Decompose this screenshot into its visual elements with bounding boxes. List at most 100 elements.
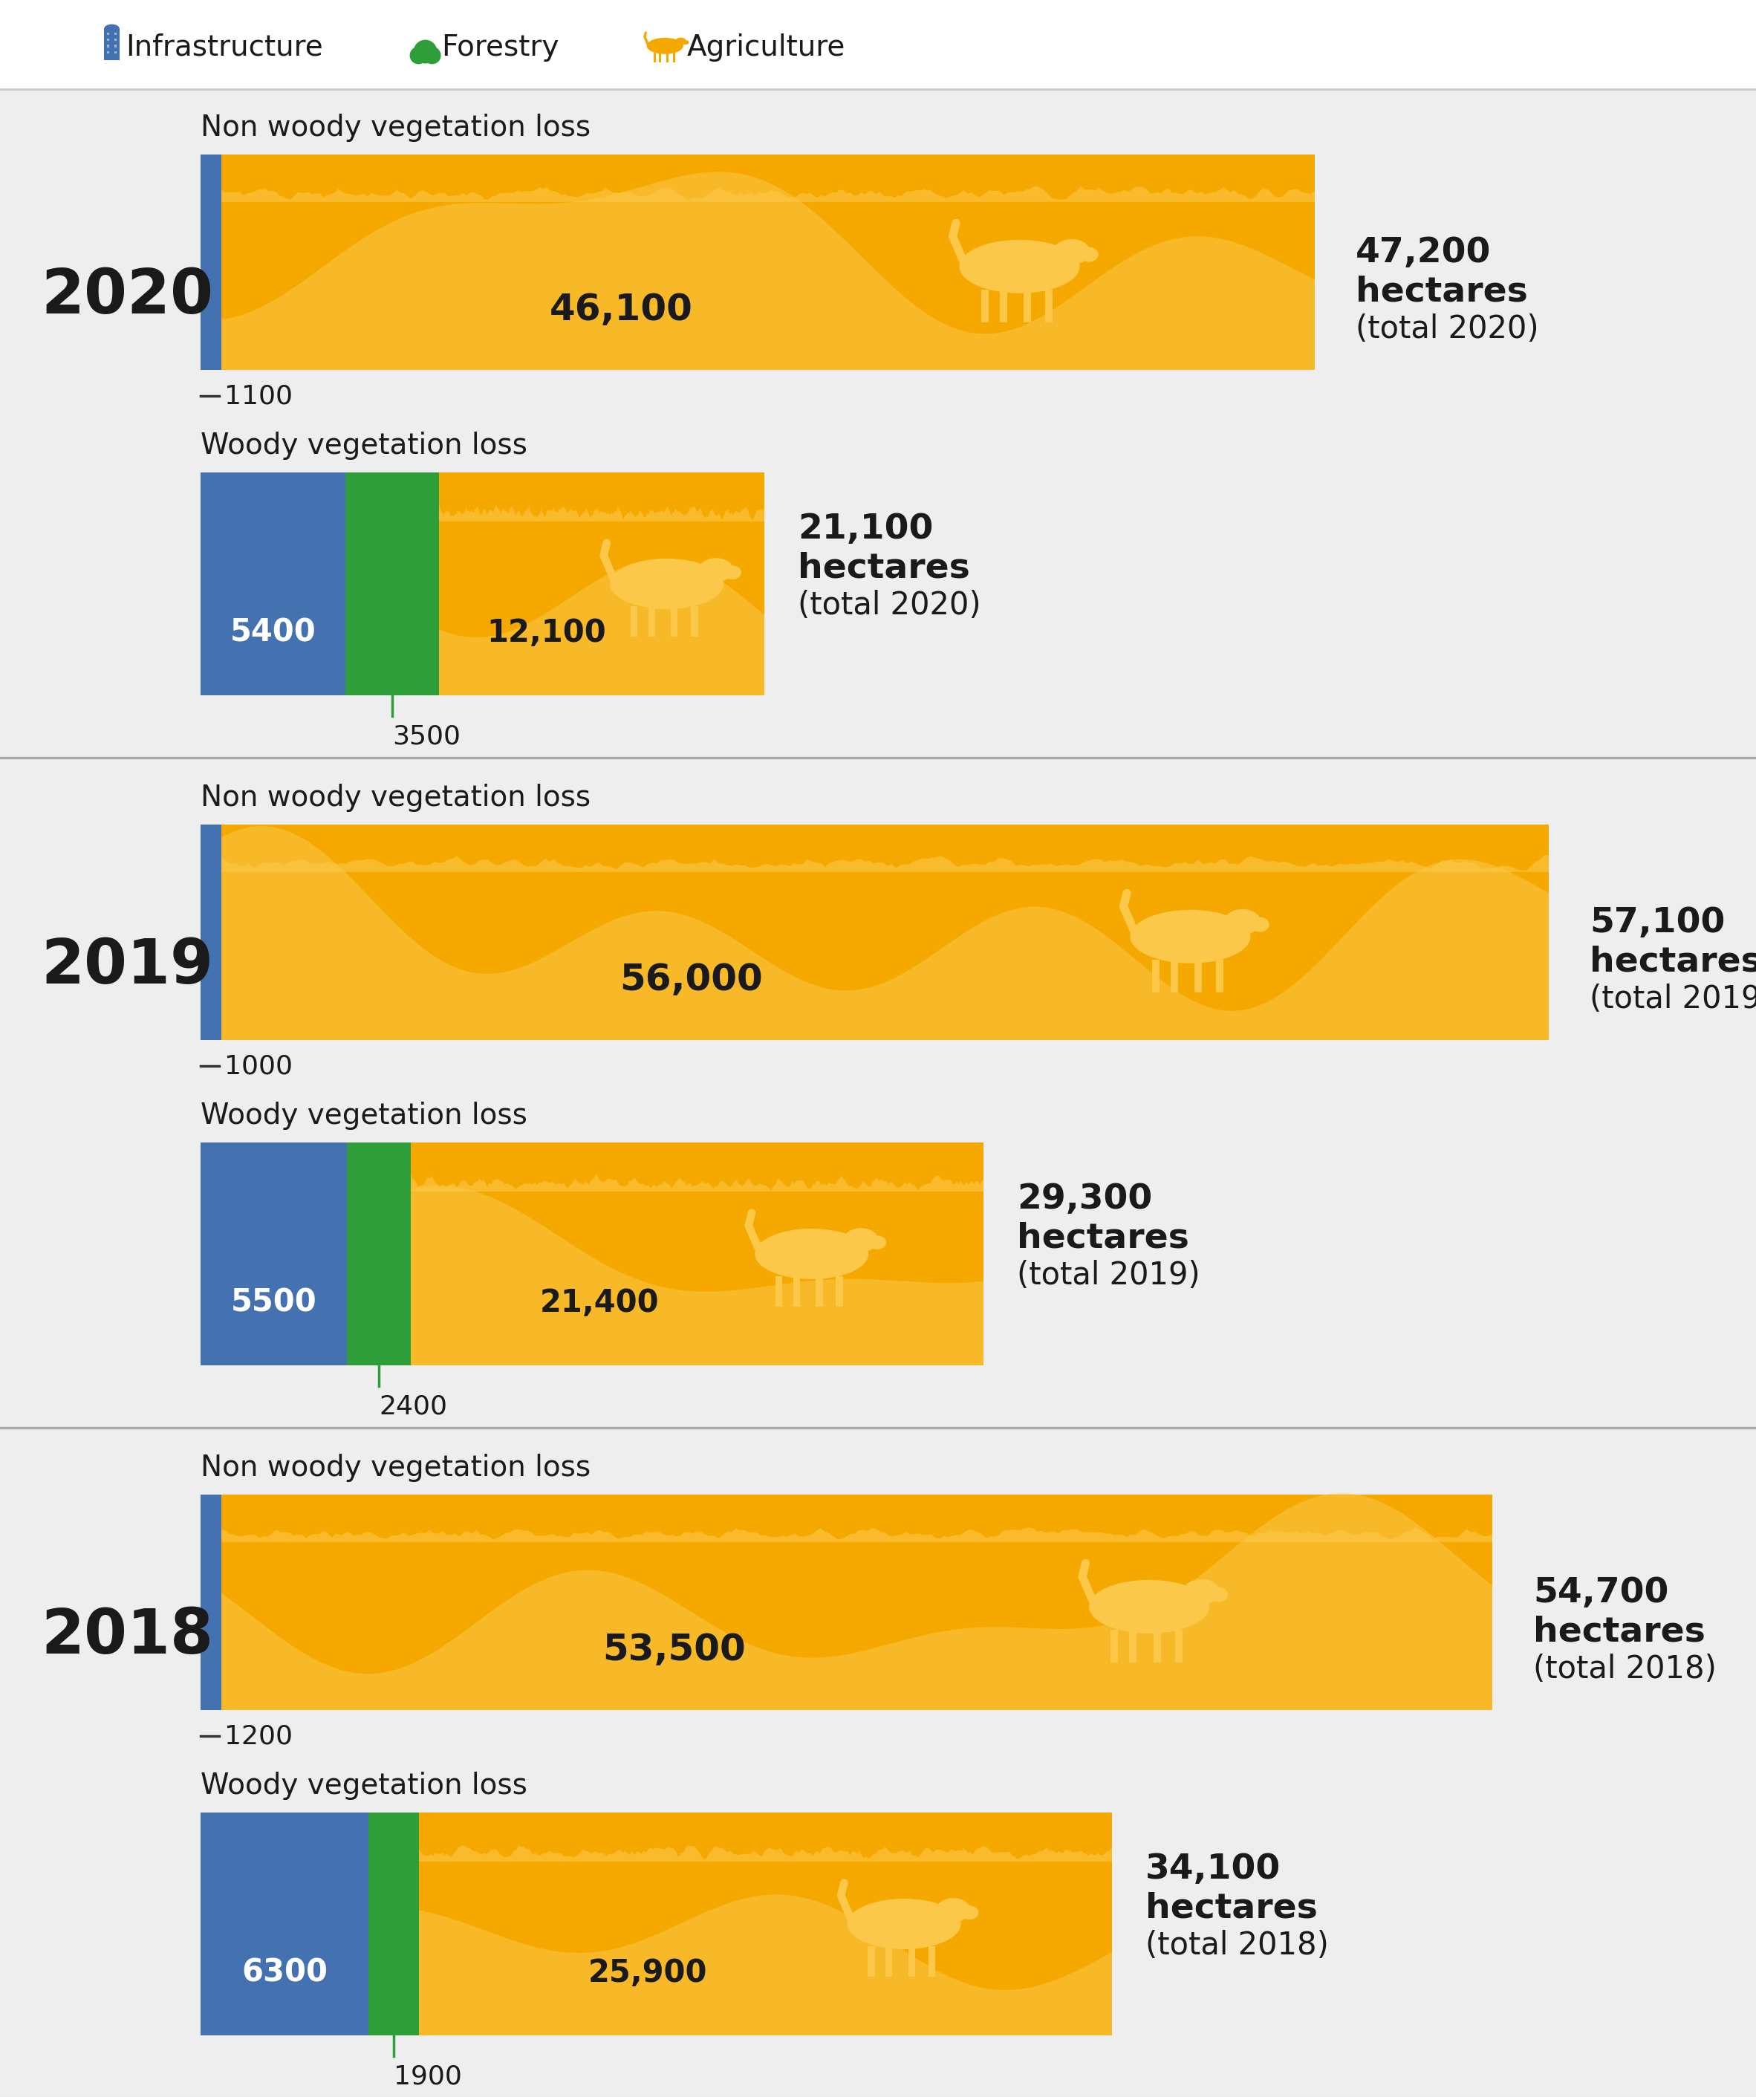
Text: (total 2019): (total 2019) (1589, 983, 1756, 1014)
Bar (1194, 960, 1203, 991)
Bar (114, 50, 118, 52)
Polygon shape (420, 1894, 1112, 2035)
Bar (200, 825, 221, 1039)
Text: 34,100: 34,100 (1145, 1852, 1280, 1886)
Ellipse shape (1054, 239, 1090, 265)
Bar (929, 1947, 936, 1976)
Ellipse shape (1250, 918, 1270, 932)
Text: 2019: 2019 (40, 937, 212, 995)
Polygon shape (221, 825, 1549, 1039)
Ellipse shape (646, 38, 683, 55)
Ellipse shape (869, 1235, 887, 1249)
Text: Woody vegetation loss: Woody vegetation loss (200, 1772, 527, 1800)
Text: Forestry: Forestry (441, 34, 558, 61)
Text: Non woody vegetation loss: Non woody vegetation loss (200, 113, 590, 143)
Text: hectares: hectares (797, 550, 969, 584)
Bar (673, 52, 674, 63)
Ellipse shape (699, 559, 734, 582)
Ellipse shape (1184, 1579, 1220, 1604)
Text: 1100: 1100 (225, 384, 293, 409)
Bar (200, 1142, 348, 1365)
Text: 54,700: 54,700 (1533, 1577, 1668, 1611)
Bar (200, 1812, 369, 2035)
Text: hectares: hectares (1533, 1615, 1705, 1648)
Bar (982, 290, 989, 321)
Bar (630, 607, 637, 636)
Polygon shape (221, 1493, 1493, 1709)
Bar (221, 1495, 1493, 1709)
Bar (439, 472, 764, 695)
Text: 1000: 1000 (225, 1054, 293, 1079)
Text: 29,300: 29,300 (1017, 1182, 1152, 1216)
Text: 21,100: 21,100 (797, 512, 932, 546)
Bar (671, 607, 678, 636)
Text: 57,100: 57,100 (1589, 907, 1724, 941)
Bar (369, 1812, 420, 2035)
Bar (0, 88, 1756, 756)
Polygon shape (439, 504, 764, 521)
Text: hectares: hectares (1017, 1222, 1189, 1254)
Bar (346, 472, 439, 695)
Text: 46,100: 46,100 (550, 292, 692, 328)
Text: hectares: hectares (1356, 275, 1528, 309)
Text: 2020: 2020 (40, 267, 212, 326)
Ellipse shape (676, 38, 687, 46)
Text: (total 2019): (total 2019) (1017, 1260, 1199, 1292)
Text: 1900: 1900 (393, 2064, 462, 2089)
Bar (1024, 290, 1031, 321)
Text: 2018: 2018 (40, 1606, 212, 1665)
Ellipse shape (755, 1228, 869, 1279)
Bar (692, 607, 697, 636)
Text: (total 2018): (total 2018) (1533, 1653, 1717, 1684)
Ellipse shape (683, 40, 688, 44)
Text: Woody vegetation loss: Woody vegetation loss (200, 433, 527, 460)
Bar (817, 1277, 824, 1306)
Bar (1175, 1630, 1182, 1661)
Text: 6300: 6300 (241, 1957, 328, 1989)
Circle shape (413, 40, 437, 63)
Bar (107, 32, 109, 36)
Bar (221, 825, 1549, 1039)
Polygon shape (221, 172, 1315, 370)
Ellipse shape (609, 559, 723, 609)
Polygon shape (221, 855, 1549, 871)
Bar (999, 290, 1008, 321)
Bar (420, 1812, 1112, 2035)
Bar (114, 38, 118, 42)
Bar (1112, 1630, 1119, 1661)
Text: Non woody vegetation loss: Non woody vegetation loss (200, 1453, 590, 1483)
Text: 2400: 2400 (379, 1394, 448, 1420)
Text: 5500: 5500 (230, 1287, 316, 1319)
Text: Infrastructure: Infrastructure (126, 34, 323, 61)
Ellipse shape (961, 1905, 978, 1919)
Bar (885, 1947, 892, 1976)
Text: (total 2020): (total 2020) (1356, 313, 1538, 344)
Text: Non woody vegetation loss: Non woody vegetation loss (200, 783, 590, 813)
Bar (836, 1277, 843, 1306)
Text: 56,000: 56,000 (620, 962, 762, 998)
Ellipse shape (959, 239, 1080, 294)
Ellipse shape (1131, 909, 1250, 964)
Bar (1154, 1630, 1161, 1661)
Polygon shape (411, 1174, 983, 1191)
Bar (107, 38, 109, 42)
Polygon shape (420, 1846, 1112, 1861)
Polygon shape (411, 1186, 983, 1365)
Polygon shape (221, 187, 1315, 202)
Bar (776, 1277, 783, 1306)
Circle shape (409, 46, 427, 65)
Bar (114, 44, 118, 48)
Bar (666, 52, 669, 63)
Text: 21,400: 21,400 (541, 1287, 660, 1319)
Ellipse shape (1210, 1588, 1227, 1602)
Bar (1217, 960, 1224, 991)
Bar (867, 1947, 874, 1976)
Text: 53,500: 53,500 (602, 1632, 746, 1667)
Bar (107, 50, 109, 52)
Text: (total 2020): (total 2020) (797, 590, 982, 622)
Bar (0, 1430, 1756, 2098)
Bar (1152, 960, 1159, 991)
Bar (653, 52, 655, 63)
Bar (104, 29, 119, 61)
Bar (348, 1142, 411, 1365)
